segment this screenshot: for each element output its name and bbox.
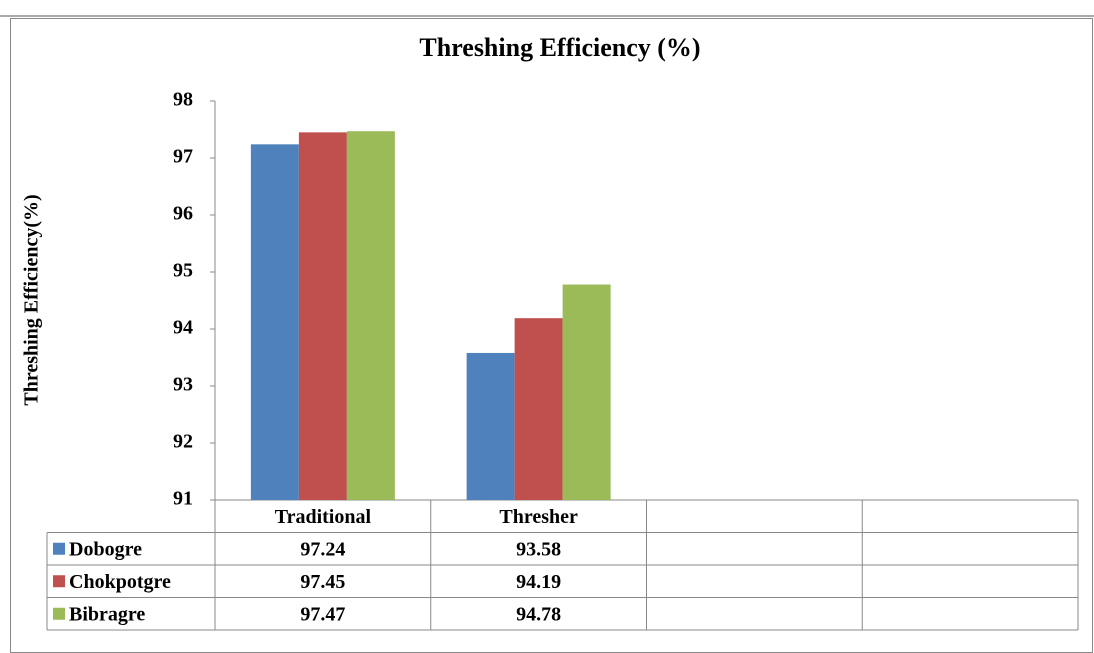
bar: [250, 144, 299, 500]
y-tick-label: 93: [173, 374, 193, 396]
table-value: 94.19: [516, 571, 561, 593]
y-tick-label: 96: [173, 203, 193, 225]
y-tick-label: 94: [173, 317, 193, 339]
legend-label: Chokpotgre: [69, 571, 171, 593]
x-tick-label: Traditional: [275, 506, 372, 528]
bar: [298, 132, 347, 500]
legend-swatch: [53, 575, 65, 588]
legend-swatch: [53, 542, 65, 555]
y-tick-label: 97: [173, 146, 193, 168]
bar: [562, 284, 611, 500]
table-value: 93.58: [516, 538, 561, 560]
y-axis-label: Threshing Efficiency(%): [21, 194, 43, 405]
legend-swatch: [53, 607, 65, 620]
chart-title: Threshing Efficiency (%): [419, 33, 700, 62]
y-tick-label: 91: [173, 488, 193, 510]
table-value: 97.45: [300, 571, 345, 593]
y-tick-label: 92: [173, 431, 193, 453]
legend-label: Dobogre: [69, 538, 142, 560]
y-tick-label: 95: [173, 260, 193, 282]
bar: [466, 352, 515, 500]
y-tick-label: 98: [173, 89, 193, 111]
legend-label: Bibragre: [69, 603, 145, 625]
bar: [514, 318, 563, 500]
table-value: 94.78: [516, 603, 561, 625]
table-value: 97.47: [300, 603, 345, 625]
x-tick-label: Thresher: [499, 506, 578, 528]
bar: [346, 131, 395, 500]
table-value: 97.24: [300, 538, 345, 560]
